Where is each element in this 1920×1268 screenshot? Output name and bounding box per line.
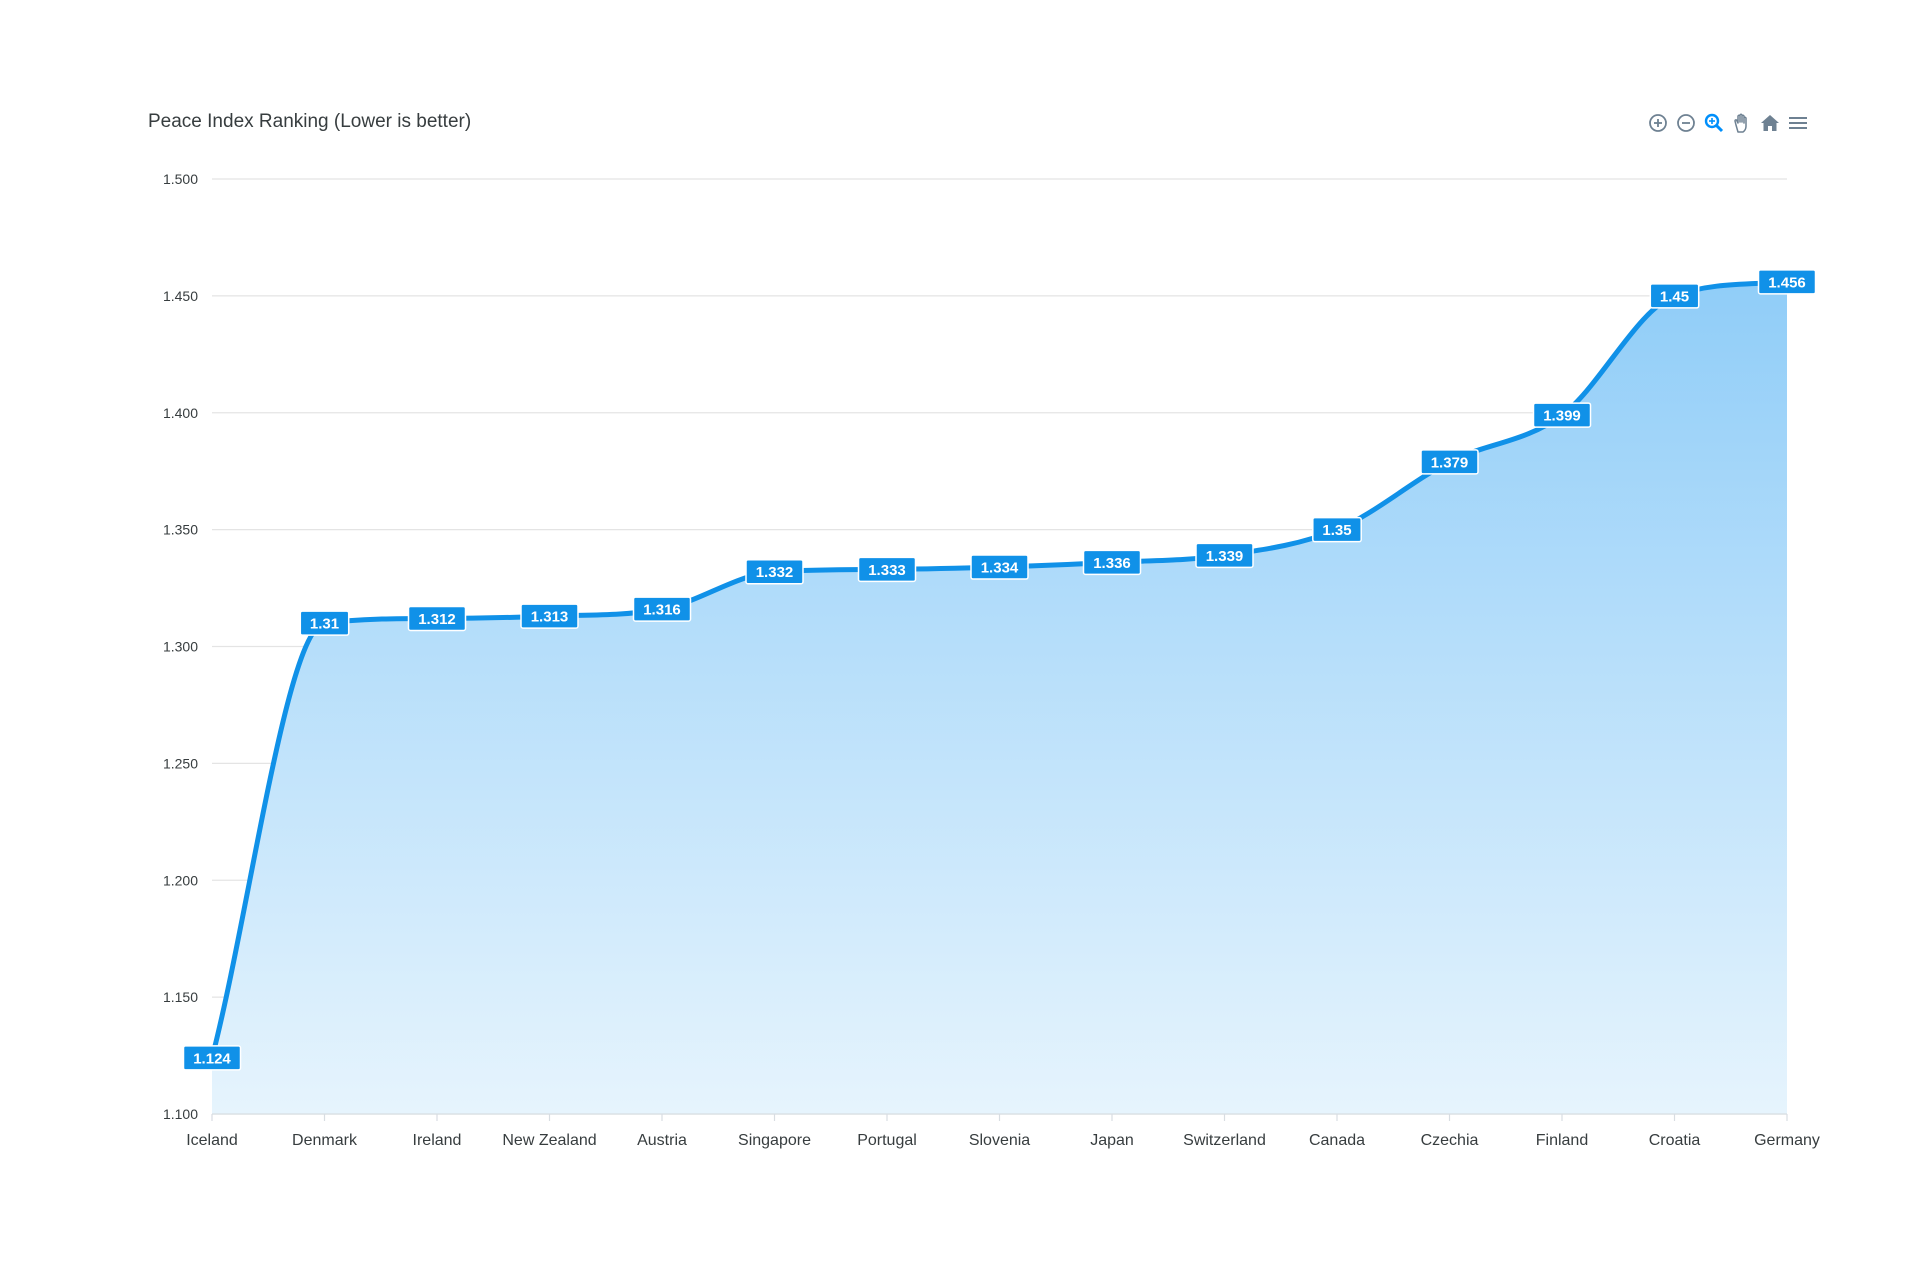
- x-tick-label: Denmark: [292, 1132, 358, 1149]
- data-label-bg: [1757, 269, 1817, 295]
- data-label: 1.336: [1082, 549, 1142, 576]
- y-tick-label: 1.250: [163, 755, 198, 771]
- x-tick-label: Iceland: [186, 1132, 238, 1149]
- data-label: 1.312: [407, 605, 467, 632]
- x-tick-label: Switzerland: [1183, 1132, 1266, 1149]
- data-label: 1.379: [1420, 449, 1479, 475]
- data-label-text: 1.35: [1322, 522, 1351, 539]
- menu-icon[interactable]: [1786, 111, 1810, 135]
- y-tick-label: 1.150: [163, 989, 198, 1005]
- y-tick-label: 1.450: [163, 288, 198, 304]
- data-label-text: 1.316: [643, 602, 681, 619]
- x-tick-label: Croatia: [1649, 1132, 1701, 1149]
- data-label-bg: [745, 558, 804, 585]
- data-label: 1.313: [520, 603, 579, 629]
- pan-hand-icon[interactable]: [1730, 111, 1754, 135]
- x-tick-label: Portugal: [857, 1132, 917, 1149]
- data-label-bg: [407, 605, 467, 632]
- selection-zoom-icon[interactable]: [1702, 111, 1726, 135]
- data-label-bg: [1649, 283, 1700, 309]
- data-label-text: 1.332: [756, 564, 794, 581]
- x-tick-label: Finland: [1536, 1132, 1588, 1149]
- x-tick-label: New Zealand: [502, 1132, 596, 1149]
- data-label-bg: [1420, 449, 1479, 475]
- x-tick-label: Canada: [1309, 1132, 1365, 1149]
- data-label: 1.456: [1757, 269, 1817, 295]
- data-label-bg: [299, 610, 350, 636]
- x-tick-label: Austria: [637, 1132, 687, 1149]
- data-label-text: 1.31: [310, 616, 339, 633]
- area-fill: [212, 281, 1787, 1115]
- zoom-out-icon[interactable]: [1674, 111, 1698, 135]
- data-label-bg: [182, 1045, 242, 1071]
- data-label: 1.31: [299, 610, 350, 636]
- y-tick-label: 1.300: [163, 639, 198, 655]
- x-tick-label: Singapore: [738, 1132, 811, 1149]
- x-tick-label: Germany: [1754, 1132, 1820, 1149]
- data-label-bg: [1082, 549, 1142, 576]
- data-label-text: 1.339: [1206, 548, 1244, 565]
- data-label-bg: [1532, 402, 1592, 428]
- data-label-text: 1.336: [1093, 555, 1131, 572]
- x-tick-label: Japan: [1090, 1132, 1134, 1149]
- data-label: 1.399: [1532, 402, 1592, 428]
- data-label: 1.332: [745, 558, 804, 585]
- y-tick-label: 1.500: [163, 171, 198, 187]
- data-label-bg: [632, 596, 692, 622]
- y-tick-label: 1.400: [163, 405, 198, 421]
- data-label-text: 1.456: [1768, 274, 1806, 291]
- data-label: 1.316: [632, 596, 692, 622]
- data-label-text: 1.313: [531, 609, 569, 626]
- data-label-text: 1.399: [1543, 408, 1581, 425]
- chart-title: Peace Index Ranking (Lower is better): [148, 111, 472, 132]
- y-tick-label: 1.200: [163, 872, 198, 888]
- data-label-bg: [857, 556, 917, 583]
- data-label-text: 1.333: [868, 562, 906, 579]
- data-label: 1.35: [1312, 516, 1362, 543]
- x-tick-label: Ireland: [413, 1132, 462, 1149]
- data-label-bg: [1195, 542, 1254, 569]
- data-label: 1.45: [1649, 283, 1700, 309]
- data-label: 1.334: [970, 554, 1029, 580]
- zoom-in-icon[interactable]: [1646, 111, 1670, 135]
- data-label: 1.333: [857, 556, 917, 583]
- data-label-bg: [970, 554, 1029, 580]
- home-reset-icon[interactable]: [1758, 111, 1782, 135]
- y-tick-label: 1.100: [163, 1106, 198, 1122]
- data-label-bg: [520, 603, 579, 629]
- data-label: 1.339: [1195, 542, 1254, 569]
- chart-toolbar: [1646, 110, 1810, 136]
- data-label: 1.124: [182, 1045, 242, 1071]
- data-label-text: 1.124: [193, 1050, 231, 1067]
- data-label-text: 1.45: [1660, 288, 1689, 305]
- y-tick-label: 1.350: [163, 522, 198, 538]
- data-label-text: 1.379: [1431, 454, 1469, 471]
- data-label-text: 1.334: [981, 560, 1019, 577]
- x-tick-label: Czechia: [1421, 1132, 1479, 1149]
- x-tick-label: Slovenia: [969, 1132, 1030, 1149]
- data-label-bg: [1312, 516, 1362, 543]
- data-label-text: 1.312: [418, 611, 456, 628]
